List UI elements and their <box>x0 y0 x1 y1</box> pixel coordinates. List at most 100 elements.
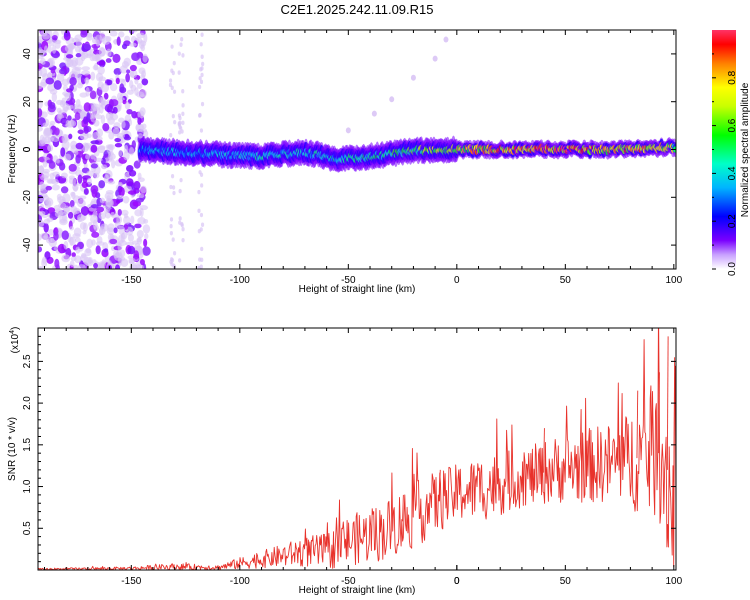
spectrogram-noise-blob <box>129 69 138 79</box>
spectrogram-streak-dot <box>178 188 182 194</box>
spectrogram-noise-blob <box>51 34 58 41</box>
spectrogram-streak-dot <box>179 42 183 47</box>
spectrogram-noise-blob <box>137 117 142 125</box>
spectrogram-noise-blob <box>92 64 99 71</box>
spectrogram-streak-dot <box>170 173 175 179</box>
spectrogram-drift-blob <box>432 55 438 62</box>
spectrogram-noise-blob <box>69 76 77 86</box>
spectrogram-noise-blob <box>111 159 116 169</box>
spectrogram-streak-dot <box>199 264 203 269</box>
spectrogram-noise-blob <box>103 92 109 100</box>
spectrogram-noise-blob <box>86 238 94 249</box>
spectrogram-streak-dot <box>171 185 176 190</box>
spectrogram-noise-blob <box>81 252 87 259</box>
spectrogram-y-label: Frequency (Hz) <box>7 115 18 184</box>
spectrogram-noise-blob <box>136 32 146 39</box>
spectrogram-noise-blob <box>118 186 125 197</box>
spectrogram-streak-dot <box>200 66 204 71</box>
snr-x-label: Height of straight line (km) <box>299 585 416 596</box>
spectrogram-noise-blob <box>117 181 123 187</box>
spectrogram-noise-blob <box>106 79 113 86</box>
spectrogram-noise-blob <box>85 153 91 160</box>
spectrogram-noise-blob <box>93 119 100 127</box>
spectrogram-noise-blob <box>97 66 105 75</box>
spectrogram-noise-blob <box>98 180 106 189</box>
snr-x-tick-label: -100 <box>230 576 250 587</box>
spectrogram-noise-blob <box>131 140 136 150</box>
spectrogram-noise-blob <box>98 227 104 236</box>
spectrogram-noise-blob <box>136 193 145 199</box>
spectrogram-noise-blob <box>70 256 77 261</box>
spectrogram-x-tick-label: 100 <box>665 275 682 286</box>
spectrogram-streak-dot <box>178 220 182 225</box>
spectrogram-noise-blob <box>91 239 96 246</box>
spectrogram-noise-blob <box>105 58 112 63</box>
spectrogram-streak-dot <box>181 88 185 94</box>
spectrogram-noise-blob <box>74 66 82 71</box>
spectrogram-noise-blob <box>83 222 88 232</box>
spectrogram-noise-blob <box>75 246 81 254</box>
spectrogram-noise-blob <box>66 44 76 50</box>
spectrogram-streak-dot <box>199 212 204 218</box>
spectrogram-noise-blob <box>54 127 60 136</box>
spectrogram-noise-blob <box>86 133 92 139</box>
spectrogram-noise-blob <box>105 197 113 208</box>
spectrogram-noise-blob <box>97 145 106 154</box>
spectrogram-streak-dot <box>200 72 204 78</box>
spectrogram-noise-blob <box>38 84 43 90</box>
spectrogram-noise-blob <box>51 184 60 191</box>
spectrogram-noise-blob <box>38 126 43 132</box>
spectrogram-noise-blob <box>86 32 93 38</box>
spectrogram-noise-blob <box>107 180 116 185</box>
spectrogram-noise-blob <box>47 144 54 152</box>
spectrogram-noise-blob <box>81 142 90 152</box>
spectrogram-noise-blob <box>134 87 139 96</box>
spectrogram-noise-blob <box>38 107 43 118</box>
spectrogram-y-tick-label: 40 <box>22 48 33 60</box>
spectrogram-streak-dot <box>201 61 205 67</box>
spectrogram-noise-blob <box>55 264 60 269</box>
spectrogram-noise-blob <box>75 53 82 58</box>
spectrogram-streak-dot <box>199 128 204 133</box>
spectrogram-noise-blob <box>77 119 83 130</box>
spectrogram-noise-blob <box>90 184 99 195</box>
spectrogram-noise-blob <box>139 107 146 116</box>
spectrogram-noise-blob <box>72 264 79 269</box>
spectrogram-noise-blob <box>116 195 125 200</box>
spectrogram-noise-blob <box>54 39 61 49</box>
spectrogram-noise-blob <box>110 211 115 217</box>
spectrogram-noise-blob <box>47 44 52 54</box>
spectrogram-streak-dot <box>181 103 185 108</box>
spectrogram-streak-dot <box>172 60 176 66</box>
spectrogram-noise-blob <box>72 233 81 239</box>
spectrogram-noise-blob <box>128 147 135 156</box>
snr-y-label: SNR (10 * v/v) <box>7 417 18 481</box>
spectrogram-streak-dot <box>199 42 203 47</box>
spectrogram-noise-blob <box>115 77 120 85</box>
spectrogram-noise-blob <box>71 252 76 258</box>
spectrogram-noise-blob <box>91 231 100 238</box>
spectrogram-streak-dot <box>181 120 185 126</box>
spectrogram-noise-blob <box>106 48 112 57</box>
spectrogram-noise-blob <box>129 169 137 177</box>
spectrogram-noise-blob <box>38 39 43 44</box>
spectrogram-streak-dot <box>181 227 185 232</box>
spectrogram-noise-blob <box>95 206 105 213</box>
spectrogram-noise-blob <box>75 39 82 48</box>
spectrogram-noise-blob <box>126 178 134 187</box>
snr-x-tick-label: 50 <box>560 576 572 587</box>
spectrogram-noise-blob <box>83 116 88 125</box>
snr-peak-spike <box>658 372 660 454</box>
spectrogram-noise-blob <box>67 211 74 219</box>
spectrogram-noise-blob <box>115 199 121 204</box>
spectrogram-streak-dot <box>177 51 181 56</box>
spectrogram-noise-blob <box>80 108 87 119</box>
snr-multiplier-base: (x10 <box>10 333 21 353</box>
spectrogram-noise-blob <box>118 31 125 38</box>
spectrogram-noise-blob <box>58 202 67 209</box>
spectrogram-noise-blob <box>127 233 134 242</box>
spectrogram-noise-blob <box>124 101 131 110</box>
spectrogram-noise-blob <box>141 123 147 129</box>
spectrogram-noise-blob <box>143 238 148 248</box>
snr-multiplier: (x104) <box>9 327 21 354</box>
